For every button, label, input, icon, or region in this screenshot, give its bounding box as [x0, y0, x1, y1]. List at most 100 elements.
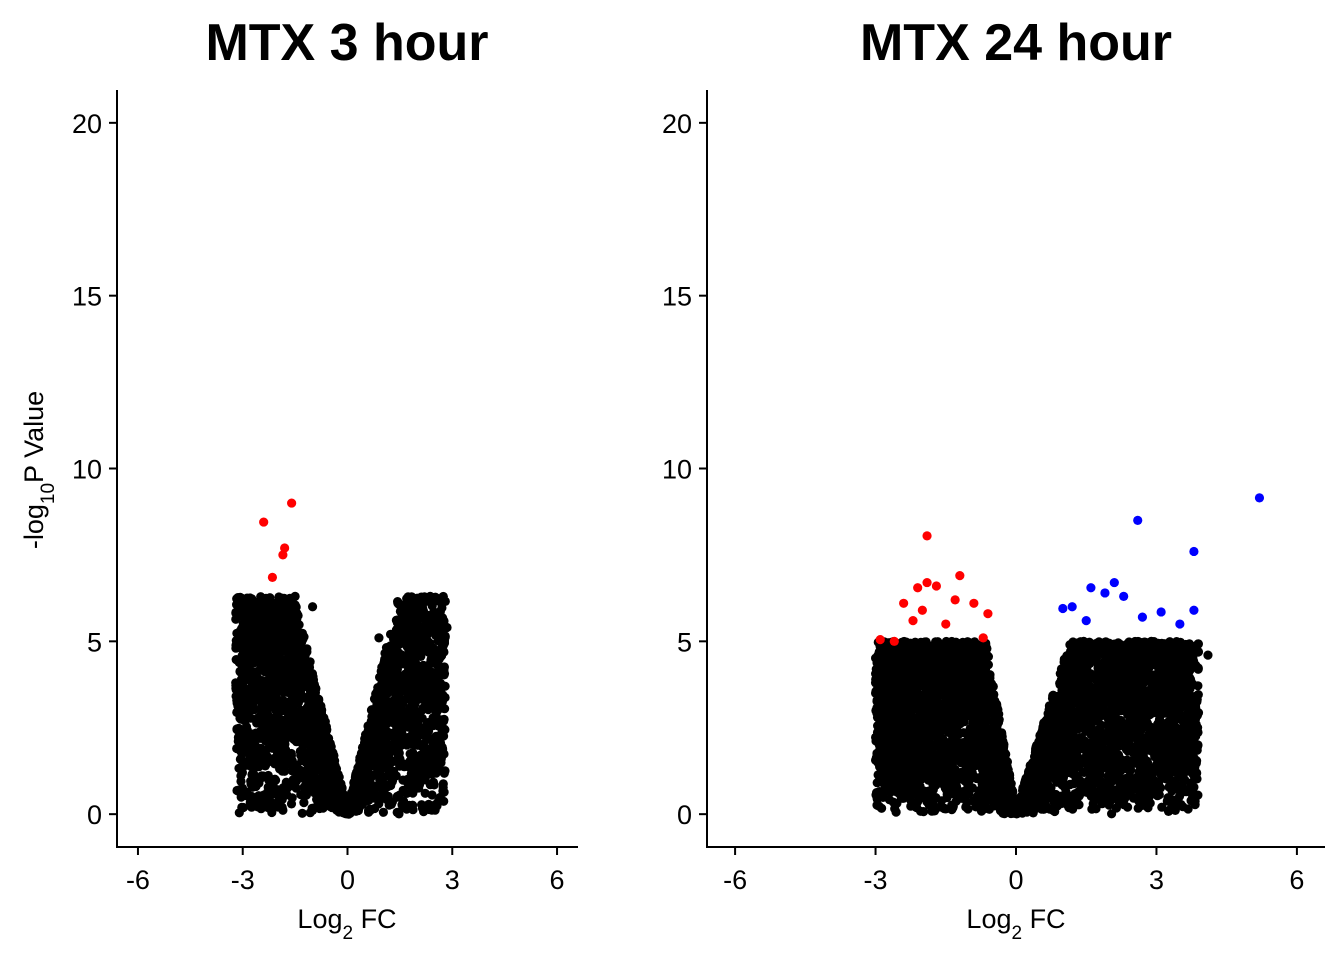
point-ns	[290, 729, 301, 739]
point-ns	[423, 751, 433, 761]
point-ns	[233, 593, 243, 603]
point-ns	[411, 663, 422, 673]
point-ns	[409, 633, 419, 643]
point-ns	[304, 778, 314, 788]
point-ns	[299, 798, 309, 808]
point-ns	[417, 713, 427, 723]
point-ns	[248, 681, 258, 691]
point-ns	[277, 802, 287, 813]
point-downregulated	[267, 572, 278, 582]
point-ns	[407, 625, 417, 635]
point-ns	[257, 631, 267, 641]
point-ns	[324, 795, 335, 805]
point-ns	[436, 715, 446, 725]
point-ns	[315, 740, 325, 750]
point-ns	[429, 607, 439, 618]
point-ns	[289, 611, 299, 621]
point-ns	[252, 762, 262, 772]
point-ns	[309, 769, 319, 779]
point-ns	[437, 651, 447, 661]
point-ns	[301, 717, 311, 727]
point-outlier	[290, 591, 300, 601]
point-ns	[421, 680, 431, 690]
point-ns	[315, 799, 325, 809]
point-ns	[279, 699, 289, 709]
point-ns	[255, 624, 265, 634]
point-downregulated	[287, 498, 297, 508]
point-ns	[363, 791, 374, 801]
point-ns	[277, 658, 287, 669]
point-ns	[259, 701, 269, 711]
y-tick-label: 10	[72, 455, 102, 485]
point-ns	[405, 646, 415, 656]
point-ns	[425, 780, 435, 790]
point-ns	[231, 607, 241, 618]
point-ns	[388, 675, 398, 686]
point-ns	[403, 592, 413, 602]
point-ns	[279, 666, 289, 677]
point-ns	[400, 609, 410, 620]
point-ns	[245, 593, 255, 603]
point-ns	[254, 597, 264, 607]
x-axis-label-rest: FC	[353, 904, 397, 934]
point-ns	[412, 707, 423, 717]
point-ns	[273, 716, 283, 726]
point-ns	[291, 760, 301, 770]
point-ns	[439, 664, 449, 675]
point-ns	[400, 619, 410, 630]
point-ns	[257, 771, 267, 781]
point-ns	[321, 770, 331, 780]
y-axis-label-sub: 10	[38, 483, 59, 504]
point-outlier	[402, 788, 412, 799]
point-ns	[291, 712, 301, 722]
point-ns	[237, 651, 247, 661]
point-downregulated	[278, 550, 288, 560]
point-ns	[417, 800, 427, 810]
point-ns	[406, 689, 416, 699]
point-ns	[263, 625, 273, 635]
point-ns	[261, 691, 271, 701]
point-ns	[387, 717, 397, 727]
point-ns	[916, 806, 926, 816]
point-outlier	[236, 776, 246, 786]
point-ns	[404, 653, 414, 663]
point-ns	[281, 622, 291, 632]
point-outlier	[231, 678, 241, 688]
point-ns	[397, 738, 407, 748]
point-ns	[391, 743, 402, 754]
point-ns	[411, 720, 421, 730]
point-ns	[439, 731, 449, 741]
point-ns	[410, 699, 420, 709]
point-ns	[431, 630, 441, 641]
point-outlier	[374, 633, 384, 643]
point-ns	[252, 667, 262, 677]
point-ns	[286, 799, 297, 809]
point-ns	[427, 667, 438, 678]
point-ns	[279, 724, 289, 734]
point-ns	[411, 604, 421, 614]
point-ns	[359, 747, 369, 757]
point-ns	[315, 722, 325, 732]
point-ns	[274, 683, 284, 694]
point-ns	[284, 754, 294, 764]
point-ns	[1087, 804, 1097, 814]
point-ns	[271, 728, 281, 738]
point-ns	[304, 682, 314, 692]
point-ns	[414, 756, 424, 766]
point-ns	[424, 621, 434, 631]
point-ns	[323, 781, 334, 791]
point-ns	[300, 645, 310, 655]
point-ns	[231, 614, 241, 624]
point-ns	[384, 751, 394, 761]
point-ns	[242, 672, 253, 682]
point-ns	[235, 705, 246, 715]
point-ns	[240, 600, 250, 610]
point-ns	[249, 769, 259, 779]
point-ns	[419, 613, 430, 623]
point-ns	[427, 790, 437, 800]
point-ns	[247, 733, 257, 744]
x-tick-label: 3	[445, 865, 460, 895]
point-ns	[377, 714, 388, 724]
